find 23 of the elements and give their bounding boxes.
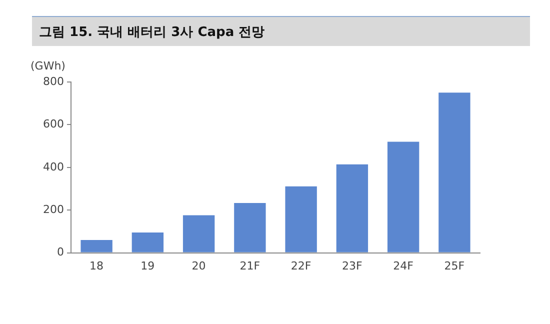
y-tick-label: 800: [42, 74, 64, 88]
x-tick-label: 23F: [342, 259, 362, 272]
y-tick-label: 600: [42, 118, 64, 131]
y-tick-label: 400: [42, 160, 64, 174]
bar: [234, 203, 266, 252]
x-tick-label: 19: [140, 259, 155, 272]
y-axis-title: (GWh): [30, 59, 66, 72]
x-tick-label: 21F: [240, 259, 260, 272]
bar: [182, 215, 215, 252]
chart-title: 그림 15. 국내 배터리 3사 Capa 전망: [39, 24, 265, 41]
x-tick-label: 24F: [393, 259, 414, 272]
y-tick-label: 0: [56, 246, 64, 259]
bar: [80, 240, 112, 252]
bar: [336, 164, 368, 252]
x-tick-label: 22F: [290, 259, 312, 272]
bar: [438, 92, 470, 252]
y-tick-label: 200: [42, 202, 64, 216]
bar: [132, 232, 164, 252]
x-tick-label: 20: [192, 259, 206, 272]
bar: [387, 142, 420, 252]
x-tick-label: 25F: [444, 259, 465, 272]
bar: [285, 186, 317, 252]
x-tick-label: 18: [90, 259, 104, 272]
